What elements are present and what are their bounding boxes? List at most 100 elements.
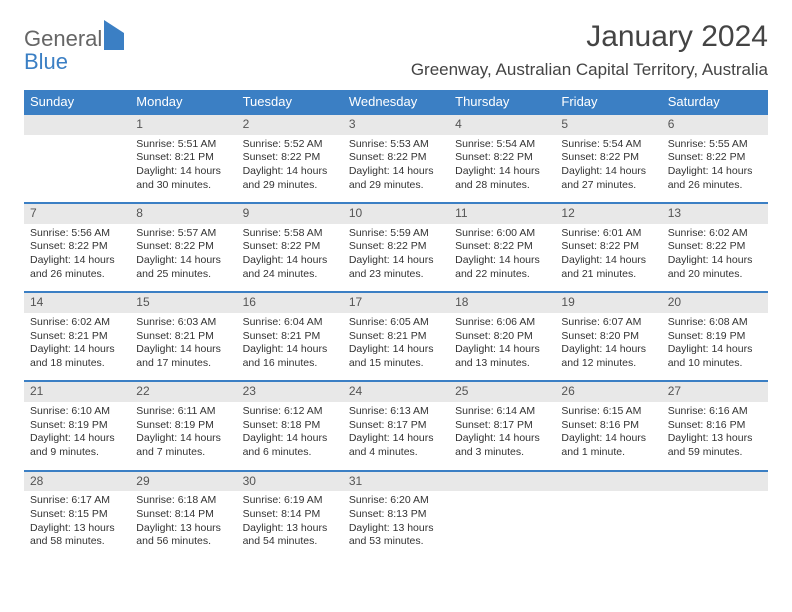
col-saturday: Saturday — [662, 90, 768, 114]
day-cell: Sunrise: 6:19 AMSunset: 8:14 PMDaylight:… — [237, 491, 343, 559]
header-row: Sunday Monday Tuesday Wednesday Thursday… — [24, 90, 768, 114]
sunset-text: Sunset: 8:22 PM — [243, 240, 337, 254]
daylight-text-1: Daylight: 14 hours — [136, 254, 230, 268]
sunrise-text: Sunrise: 6:01 AM — [561, 227, 655, 241]
sunset-text: Sunset: 8:19 PM — [668, 330, 762, 344]
daylight-text-2: and 56 minutes. — [136, 535, 230, 549]
day-cell: Sunrise: 6:17 AMSunset: 8:15 PMDaylight:… — [24, 491, 130, 559]
day-cell — [449, 491, 555, 559]
daylight-text-2: and 16 minutes. — [243, 357, 337, 371]
location-text: Greenway, Australian Capital Territory, … — [411, 60, 768, 80]
week-number-row: 78910111213 — [24, 203, 768, 224]
sunset-text: Sunset: 8:22 PM — [30, 240, 124, 254]
daylight-text-2: and 30 minutes. — [136, 179, 230, 193]
week-number-row: 28293031 — [24, 471, 768, 492]
sunrise-text: Sunrise: 6:03 AM — [136, 316, 230, 330]
daylight-text-1: Daylight: 14 hours — [349, 343, 443, 357]
sunrise-text: Sunrise: 6:14 AM — [455, 405, 549, 419]
daylight-text-1: Daylight: 14 hours — [30, 254, 124, 268]
daylight-text-2: and 1 minute. — [561, 446, 655, 460]
sunset-text: Sunset: 8:13 PM — [349, 508, 443, 522]
sunrise-text: Sunrise: 6:12 AM — [243, 405, 337, 419]
day-number: 16 — [237, 292, 343, 313]
daylight-text-1: Daylight: 14 hours — [668, 165, 762, 179]
title-block: January 2024 Greenway, Australian Capita… — [411, 20, 768, 80]
sunset-text: Sunset: 8:18 PM — [243, 419, 337, 433]
sunrise-text: Sunrise: 6:02 AM — [668, 227, 762, 241]
day-cell: Sunrise: 5:58 AMSunset: 8:22 PMDaylight:… — [237, 224, 343, 293]
day-number: 21 — [24, 381, 130, 402]
daylight-text-1: Daylight: 14 hours — [243, 343, 337, 357]
daylight-text-1: Daylight: 14 hours — [243, 254, 337, 268]
day-number: 27 — [662, 381, 768, 402]
sunrise-text: Sunrise: 6:02 AM — [30, 316, 124, 330]
week-detail-row: Sunrise: 6:17 AMSunset: 8:15 PMDaylight:… — [24, 491, 768, 559]
day-number: 14 — [24, 292, 130, 313]
daylight-text-2: and 26 minutes. — [30, 268, 124, 282]
sunrise-text: Sunrise: 5:59 AM — [349, 227, 443, 241]
day-number: 24 — [343, 381, 449, 402]
day-number — [555, 471, 661, 492]
day-cell: Sunrise: 6:06 AMSunset: 8:20 PMDaylight:… — [449, 313, 555, 382]
day-number: 13 — [662, 203, 768, 224]
day-number: 18 — [449, 292, 555, 313]
day-number: 10 — [343, 203, 449, 224]
day-number: 6 — [662, 114, 768, 135]
daylight-text-2: and 53 minutes. — [349, 535, 443, 549]
sunset-text: Sunset: 8:22 PM — [349, 151, 443, 165]
day-number: 30 — [237, 471, 343, 492]
day-number: 12 — [555, 203, 661, 224]
daylight-text-2: and 23 minutes. — [349, 268, 443, 282]
sunrise-text: Sunrise: 5:54 AM — [561, 138, 655, 152]
day-cell: Sunrise: 6:07 AMSunset: 8:20 PMDaylight:… — [555, 313, 661, 382]
day-number: 7 — [24, 203, 130, 224]
daylight-text-1: Daylight: 13 hours — [349, 522, 443, 536]
sunset-text: Sunset: 8:21 PM — [136, 151, 230, 165]
sunrise-text: Sunrise: 6:20 AM — [349, 494, 443, 508]
sunrise-text: Sunrise: 5:55 AM — [668, 138, 762, 152]
sunset-text: Sunset: 8:14 PM — [243, 508, 337, 522]
daylight-text-2: and 12 minutes. — [561, 357, 655, 371]
day-cell: Sunrise: 6:02 AMSunset: 8:22 PMDaylight:… — [662, 224, 768, 293]
day-cell: Sunrise: 6:08 AMSunset: 8:19 PMDaylight:… — [662, 313, 768, 382]
day-number — [662, 471, 768, 492]
day-cell: Sunrise: 5:52 AMSunset: 8:22 PMDaylight:… — [237, 135, 343, 204]
day-number: 2 — [237, 114, 343, 135]
sunrise-text: Sunrise: 5:51 AM — [136, 138, 230, 152]
sunset-text: Sunset: 8:22 PM — [561, 151, 655, 165]
day-number: 23 — [237, 381, 343, 402]
daylight-text-2: and 6 minutes. — [243, 446, 337, 460]
sunrise-text: Sunrise: 6:18 AM — [136, 494, 230, 508]
sunset-text: Sunset: 8:21 PM — [136, 330, 230, 344]
daylight-text-1: Daylight: 14 hours — [136, 343, 230, 357]
day-cell: Sunrise: 5:53 AMSunset: 8:22 PMDaylight:… — [343, 135, 449, 204]
daylight-text-1: Daylight: 14 hours — [455, 343, 549, 357]
day-number: 22 — [130, 381, 236, 402]
sunset-text: Sunset: 8:22 PM — [668, 240, 762, 254]
daylight-text-2: and 24 minutes. — [243, 268, 337, 282]
day-cell: Sunrise: 6:14 AMSunset: 8:17 PMDaylight:… — [449, 402, 555, 471]
day-cell: Sunrise: 6:18 AMSunset: 8:14 PMDaylight:… — [130, 491, 236, 559]
daylight-text-1: Daylight: 14 hours — [455, 432, 549, 446]
day-number — [24, 114, 130, 135]
day-number: 3 — [343, 114, 449, 135]
week-number-row: 14151617181920 — [24, 292, 768, 313]
daylight-text-2: and 28 minutes. — [455, 179, 549, 193]
sunrise-text: Sunrise: 6:16 AM — [668, 405, 762, 419]
day-cell — [555, 491, 661, 559]
day-cell: Sunrise: 5:55 AMSunset: 8:22 PMDaylight:… — [662, 135, 768, 204]
daylight-text-1: Daylight: 14 hours — [561, 343, 655, 357]
day-number: 11 — [449, 203, 555, 224]
day-cell: Sunrise: 5:56 AMSunset: 8:22 PMDaylight:… — [24, 224, 130, 293]
col-sunday: Sunday — [24, 90, 130, 114]
day-cell: Sunrise: 5:51 AMSunset: 8:21 PMDaylight:… — [130, 135, 236, 204]
sunrise-text: Sunrise: 5:52 AM — [243, 138, 337, 152]
day-cell: Sunrise: 6:00 AMSunset: 8:22 PMDaylight:… — [449, 224, 555, 293]
daylight-text-1: Daylight: 14 hours — [561, 432, 655, 446]
sunrise-text: Sunrise: 5:58 AM — [243, 227, 337, 241]
day-cell: Sunrise: 6:03 AMSunset: 8:21 PMDaylight:… — [130, 313, 236, 382]
week-number-row: 123456 — [24, 114, 768, 135]
sunset-text: Sunset: 8:16 PM — [668, 419, 762, 433]
week-number-row: 21222324252627 — [24, 381, 768, 402]
day-number: 8 — [130, 203, 236, 224]
